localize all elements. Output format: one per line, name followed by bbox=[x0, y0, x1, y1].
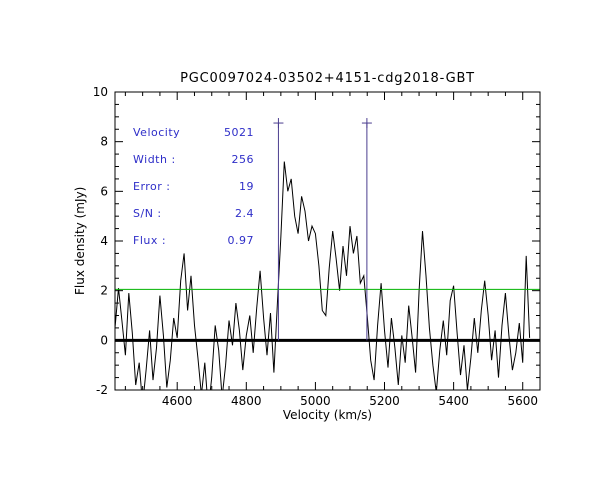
annotation-error: Error : 19 bbox=[133, 173, 254, 200]
annotation-label: Velocity bbox=[133, 126, 181, 139]
y-tick-label: -2 bbox=[96, 383, 108, 397]
annotation-flux: Flux : 0.97 bbox=[133, 227, 254, 254]
y-tick-label: 2 bbox=[100, 284, 108, 298]
x-tick-label: 5000 bbox=[300, 394, 331, 408]
annotation-value: 5021 bbox=[224, 126, 254, 139]
annotation-label: S/N : bbox=[133, 207, 162, 220]
annotation-label: Flux : bbox=[133, 234, 167, 247]
x-tick-label: 5400 bbox=[438, 394, 469, 408]
annotation-width: Width : 256 bbox=[133, 146, 254, 173]
y-tick-label: 10 bbox=[93, 85, 108, 99]
annotation-value: 19 bbox=[239, 180, 254, 193]
y-tick-label: 6 bbox=[100, 184, 108, 198]
y-tick-label: 8 bbox=[100, 135, 108, 149]
y-tick-label: 4 bbox=[100, 234, 108, 248]
x-axis-label: Velocity (km/s) bbox=[282, 408, 373, 422]
annotation-value: 2.4 bbox=[235, 207, 254, 220]
x-tick-label: 4600 bbox=[162, 394, 193, 408]
annotation-value: 256 bbox=[231, 153, 254, 166]
annotation-label: Error : bbox=[133, 180, 171, 193]
x-tick-label: 5200 bbox=[369, 394, 400, 408]
x-tick-label: 4800 bbox=[231, 394, 262, 408]
measurement-annotations: Velocity 5021 Width : 256 Error : 19 S/N… bbox=[133, 119, 254, 254]
annotation-sn: S/N : 2.4 bbox=[133, 200, 254, 227]
x-tick-label: 5600 bbox=[507, 394, 538, 408]
spectrum-line bbox=[115, 161, 531, 390]
plot-area bbox=[115, 118, 540, 390]
annotation-velocity: Velocity 5021 bbox=[133, 119, 254, 146]
annotation-value: 0.97 bbox=[227, 234, 254, 247]
y-tick-label: 0 bbox=[100, 333, 108, 347]
annotation-label: Width : bbox=[133, 153, 176, 166]
y-axis-label: Flux density (mJy) bbox=[73, 186, 87, 296]
plot-title: PGC0097024-03502+4151-cdg2018-GBT bbox=[180, 71, 475, 86]
